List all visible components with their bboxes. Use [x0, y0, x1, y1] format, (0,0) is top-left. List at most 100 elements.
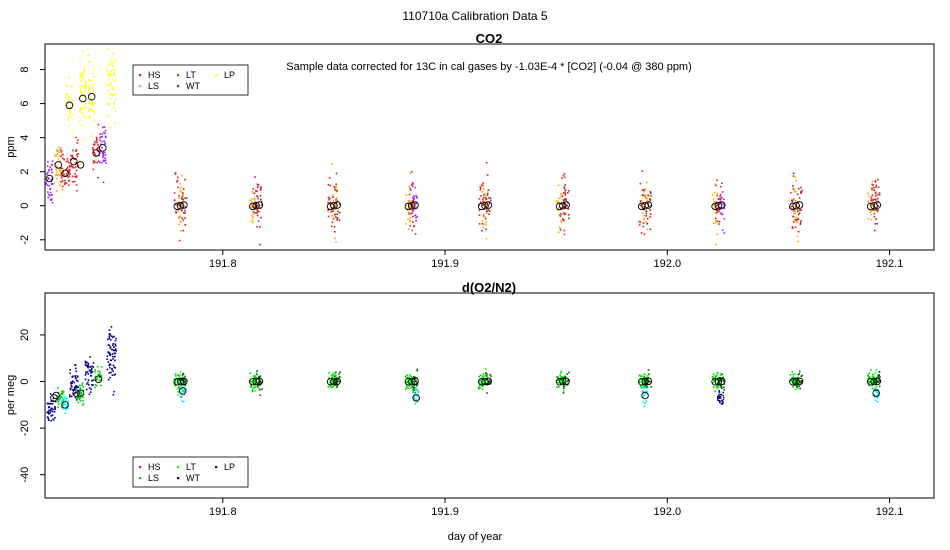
data-point — [177, 379, 180, 382]
data-point — [712, 204, 714, 206]
data-point — [410, 202, 412, 205]
data-point — [99, 161, 101, 164]
data-point — [800, 186, 802, 189]
data-point — [327, 386, 330, 388]
data-point — [68, 165, 71, 168]
data-point — [76, 397, 79, 400]
data-point — [792, 215, 794, 218]
data-point — [65, 168, 68, 170]
data-point — [179, 395, 182, 397]
data-point — [60, 395, 63, 398]
data-point — [92, 143, 95, 146]
data-point — [868, 377, 870, 379]
data-point — [339, 371, 341, 374]
data-point — [794, 372, 796, 375]
data-point — [68, 169, 71, 171]
data-point — [638, 381, 640, 384]
data-point — [558, 379, 560, 381]
data-point — [563, 205, 566, 208]
data-point — [90, 135, 93, 137]
data-point — [45, 173, 48, 176]
data-point — [716, 192, 718, 194]
data-point — [645, 220, 647, 223]
data-point — [876, 197, 879, 200]
data-point — [332, 185, 335, 188]
data-point — [556, 375, 558, 378]
data-point — [74, 385, 77, 387]
data-point — [488, 213, 490, 216]
data-point — [71, 380, 74, 382]
data-point — [559, 215, 562, 217]
data-point — [77, 139, 79, 142]
mean-marker — [252, 201, 260, 210]
data-point — [483, 375, 485, 378]
data-point — [719, 372, 722, 375]
data-point — [408, 385, 411, 387]
data-point — [328, 177, 331, 179]
data-point — [721, 403, 723, 405]
data-point — [260, 198, 262, 201]
data-point — [97, 370, 99, 373]
data-point — [77, 380, 79, 382]
data-point — [481, 375, 484, 378]
data-point — [330, 374, 333, 377]
data-point — [85, 85, 87, 87]
data-point — [110, 74, 113, 76]
data-point — [253, 197, 256, 200]
legend-label: WT — [186, 81, 200, 91]
data-point — [183, 394, 186, 396]
data-point — [644, 197, 647, 200]
data-point — [69, 372, 71, 375]
data-point — [416, 388, 418, 391]
data-point — [874, 180, 877, 182]
data-point — [413, 386, 416, 389]
data-point — [721, 191, 724, 193]
data-point — [184, 197, 186, 200]
data-point — [711, 194, 714, 196]
data-point — [56, 399, 59, 401]
data-point — [485, 237, 488, 240]
data-point — [107, 361, 110, 363]
data-point — [64, 399, 67, 402]
data-point — [256, 214, 259, 217]
data-point — [872, 209, 874, 212]
data-point — [485, 212, 488, 215]
data-point — [110, 326, 113, 328]
data-point — [253, 385, 256, 388]
data-point — [482, 385, 484, 387]
data-point — [407, 218, 410, 221]
data-point — [714, 205, 717, 208]
data-point — [644, 196, 647, 198]
data-point — [414, 402, 417, 405]
data-point — [257, 387, 260, 390]
data-point — [47, 402, 49, 405]
data-point — [796, 221, 799, 224]
data-point — [409, 219, 411, 222]
data-point — [559, 374, 561, 376]
data-point — [82, 114, 85, 117]
data-point — [79, 88, 82, 90]
data-point — [177, 197, 180, 200]
data-point — [178, 239, 181, 242]
data-point — [111, 344, 114, 347]
data-point — [109, 346, 112, 348]
data-point — [337, 380, 339, 383]
data-point — [112, 52, 114, 55]
data-point — [113, 102, 115, 104]
data-point — [62, 171, 64, 174]
data-point — [796, 376, 799, 379]
data-point — [101, 161, 103, 164]
data-point — [639, 375, 642, 378]
data-point — [113, 74, 115, 77]
data-point — [870, 187, 873, 190]
data-point — [88, 78, 90, 81]
data-point — [96, 161, 98, 164]
o2n2-legend-box — [132, 456, 249, 488]
data-point — [253, 206, 256, 209]
data-point — [718, 395, 721, 398]
data-point — [107, 344, 110, 346]
data-point — [113, 366, 116, 368]
data-point — [416, 389, 419, 392]
data-point — [79, 390, 82, 393]
data-point — [90, 98, 92, 101]
